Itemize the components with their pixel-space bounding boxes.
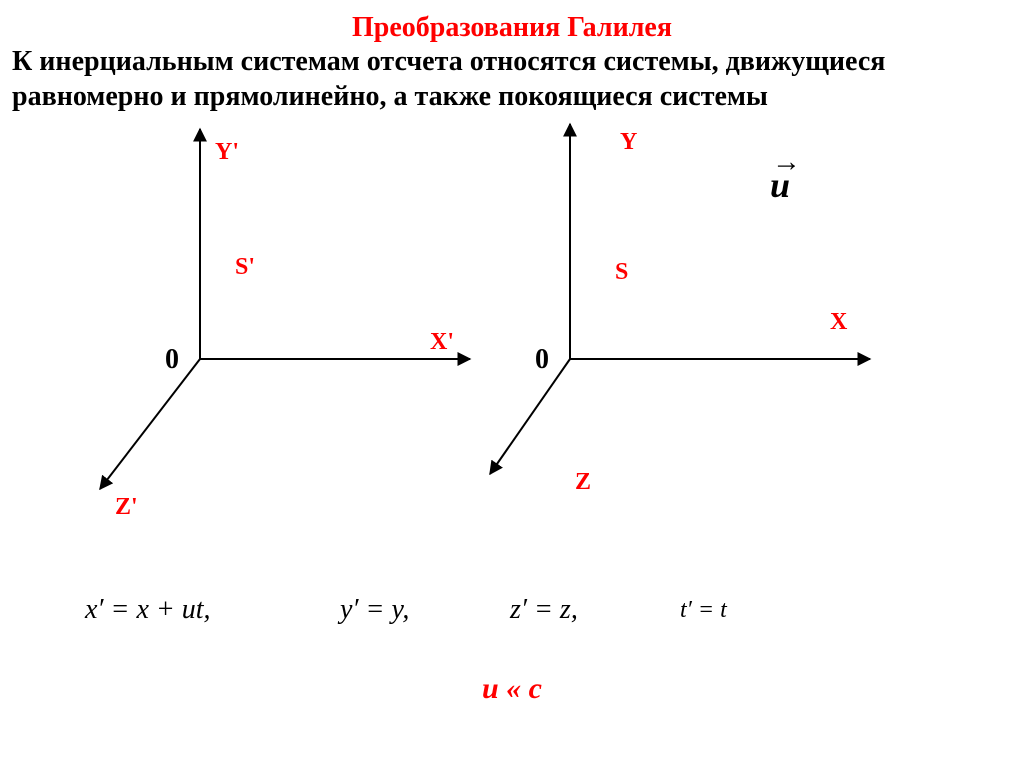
formula: z′ = z,: [510, 594, 578, 626]
coordinate-diagram: Y' X' Z' S' 0 Y X Z S 0 →u: [0, 114, 1024, 594]
axis-label: S': [235, 254, 255, 281]
axis-label: 0: [535, 344, 549, 376]
page-title: Преобразования Галилея: [0, 0, 1024, 44]
axis-label: S: [615, 259, 628, 286]
formula: y′ = y,: [340, 594, 409, 626]
axis-label: Z': [115, 494, 138, 521]
footer-condition: u « с: [0, 654, 1024, 706]
axis-label: 0: [165, 344, 179, 376]
formula: t′ = t: [680, 597, 727, 624]
diagram-svg: [0, 114, 1024, 594]
axis-label: Z: [575, 469, 591, 496]
axis-label: X: [830, 309, 847, 336]
axis-label: Y: [620, 129, 637, 156]
formula-row: x′ = x + ut, y′ = y, z′ = z, t′ = t: [0, 594, 1024, 654]
velocity-vector-label: →u: [770, 164, 790, 206]
intro-paragraph: К инерциальным системам отсчета относятс…: [0, 44, 1024, 114]
axis-label: X': [430, 329, 454, 356]
formula: x′ = x + ut,: [85, 594, 211, 626]
axis-label: Y': [215, 139, 239, 166]
